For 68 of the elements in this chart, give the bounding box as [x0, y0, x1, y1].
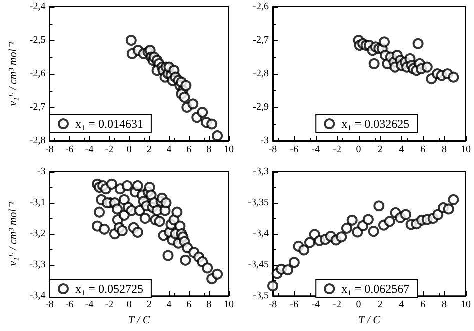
- y-tick-label: -2,4: [30, 2, 46, 12]
- x-tick-label: -2: [105, 300, 114, 311]
- x-tick-label: -8: [46, 300, 54, 311]
- x-tick-label: -2: [333, 144, 342, 156]
- x-tick-label: 8: [442, 300, 448, 311]
- y-tick-label: -3,4: [253, 228, 269, 240]
- y-tick-label: -2,8: [253, 68, 269, 80]
- y-tick-label: -2,8: [30, 136, 46, 146]
- legend-label: x₁ = 0.032625: [342, 117, 410, 131]
- x-tick-label: 2: [378, 144, 383, 156]
- legend-label: x₁ = 0.052725: [76, 282, 144, 296]
- y-tick-label: -2,9: [253, 102, 269, 113]
- x-tick-label: 10: [224, 300, 234, 311]
- x-tick-label: -6: [290, 300, 299, 311]
- y-tick-label: -3: [37, 166, 46, 178]
- y-tick-label: -2,6: [253, 2, 269, 12]
- x-tick-label: 10: [461, 300, 471, 311]
- y-tick-label: -2,7: [30, 102, 46, 113]
- y-tick-label: -3,5: [253, 290, 269, 302]
- x-tick-label: 2: [146, 300, 152, 311]
- x-tick-label: 4: [399, 144, 404, 156]
- x-axis-title: T / C: [358, 314, 382, 326]
- y-tick-label: -3,35: [248, 198, 269, 209]
- x-tick-label: 6: [420, 300, 426, 311]
- y-tick-label: -3: [260, 136, 269, 146]
- x-tick-label: -4: [85, 144, 94, 156]
- legend-label: x₁ = 0.062567: [342, 282, 410, 296]
- x-tick-label: -2: [333, 300, 342, 311]
- x-tick-label: 6: [186, 300, 192, 311]
- x-axis-title: T / C: [128, 314, 151, 326]
- x-tick-label: 0: [126, 144, 132, 156]
- x-tick-label: -6: [65, 144, 74, 156]
- x-tick-label: 6: [420, 144, 426, 156]
- x-tick-label: 4: [399, 300, 404, 311]
- x-tick-label: 10: [461, 144, 471, 156]
- x-tick-label: -8: [268, 144, 278, 156]
- x-tick-label: 2: [378, 300, 383, 311]
- x-tick-label: -8: [268, 300, 278, 311]
- x-tick-label: -6: [290, 144, 299, 156]
- x-tick-label: 0: [356, 300, 362, 311]
- y-tick-label: -2,6: [30, 68, 46, 80]
- x-tick-label: 8: [442, 144, 448, 156]
- y-tick-label: -3,2: [30, 228, 46, 240]
- x-tick-label: 8: [206, 144, 212, 156]
- y-tick-label: -3,4: [30, 290, 46, 302]
- x-tick-label: 4: [166, 300, 172, 311]
- x-tick-label: -4: [85, 300, 94, 311]
- y-tick-label: -2,5: [30, 35, 46, 46]
- x-tick-label: -4: [312, 300, 320, 311]
- y-tick-label: -3,3: [253, 166, 269, 178]
- x-tick-label: -2: [105, 144, 114, 156]
- x-tick-label: 4: [166, 144, 172, 156]
- y-axis-title: v₁ᴱ / cm³ mol⁻¹: [8, 202, 20, 266]
- y-tick-label: -3,3: [30, 260, 46, 271]
- x-tick-label: 2: [146, 144, 152, 156]
- x-tick-label: -4: [312, 144, 320, 156]
- x-tick-label: 8: [206, 300, 212, 311]
- y-tick-label: -3,1: [30, 198, 46, 209]
- x-tick-label: 10: [224, 144, 234, 156]
- x-tick-label: 0: [356, 144, 362, 156]
- x-tick-label: 0: [126, 300, 132, 311]
- x-tick-label: -6: [65, 300, 74, 311]
- x-tick-label: 6: [186, 144, 192, 156]
- y-tick-label: -2,7: [253, 35, 269, 46]
- legend-label: x₁ = 0.014631: [76, 117, 144, 131]
- x-tick-label: -8: [46, 144, 54, 156]
- y-tick-label: -3,45: [248, 260, 269, 271]
- y-axis-title: v₁ᴱ / cm³ mol⁻¹: [8, 42, 20, 106]
